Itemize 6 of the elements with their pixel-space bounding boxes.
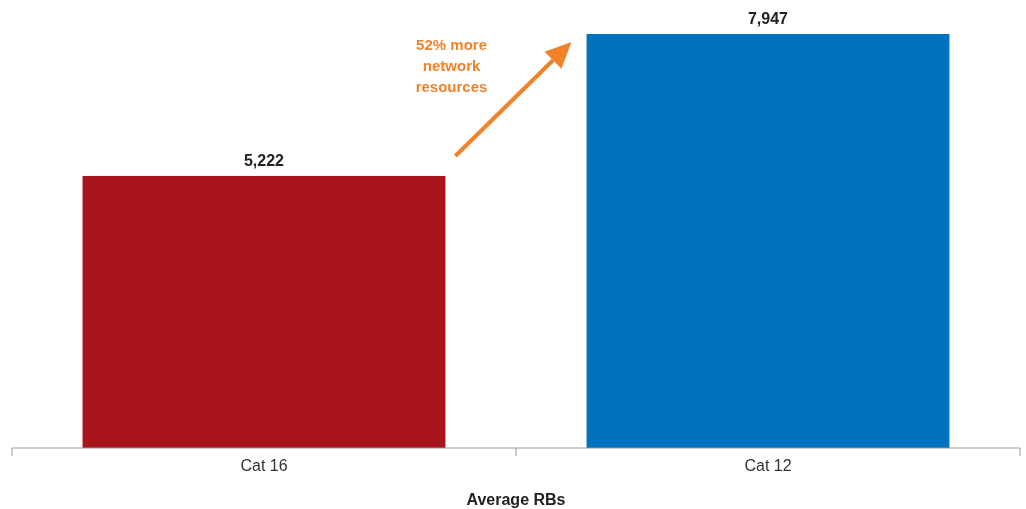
data-label: 7,947 [747, 10, 789, 27]
data-label: 5,222 [243, 151, 285, 169]
x-tick-label: Cat 12 [744, 457, 792, 474]
x-axis-title: Average RBs [466, 491, 566, 508]
annotation: 52% more network resources [415, 36, 488, 95]
x-tick-label: Cat 16 [240, 457, 288, 474]
